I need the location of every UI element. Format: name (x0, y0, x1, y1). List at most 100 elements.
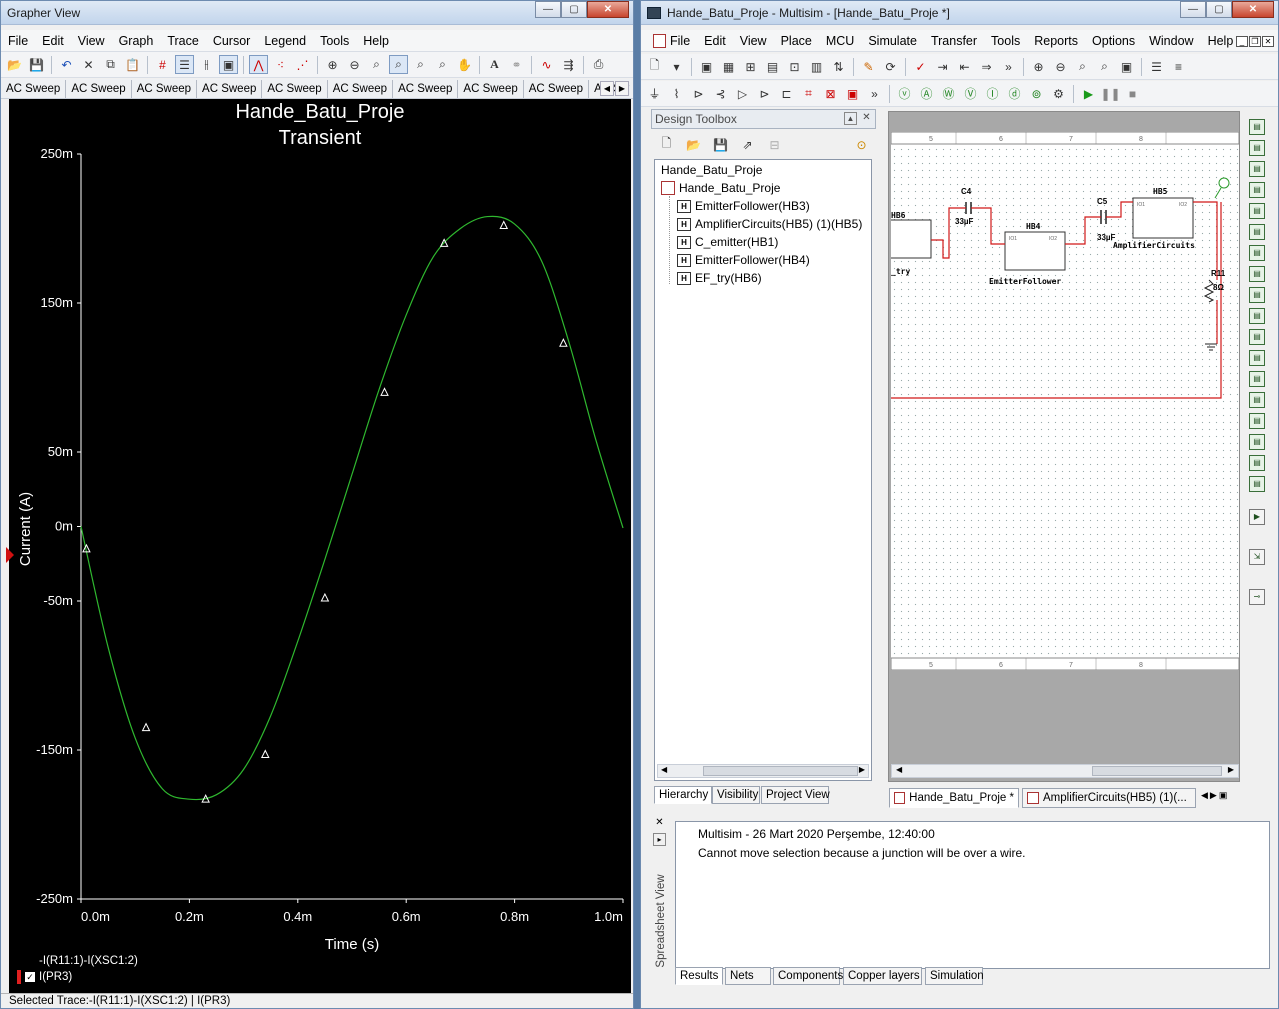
transistor-icon[interactable]: ⊰ (715, 86, 726, 101)
forward-icon[interactable]: ⇤ (959, 59, 970, 74)
spreadsheet-tab-nets[interactable]: Nets (725, 967, 771, 985)
wattmeter-icon[interactable]: ▤ (1249, 161, 1265, 177)
schematic-hscroll-thumb[interactable] (1092, 766, 1222, 776)
tektronix-oscilloscope-icon[interactable]: ▤ (1249, 476, 1265, 492)
iv-analyzer-icon[interactable]: ▤ (1249, 329, 1265, 345)
zoom-full-icon[interactable]: ⌕ (389, 55, 408, 74)
schematic-hscroll-right[interactable]: ▶ (1227, 765, 1234, 774)
backannotate-icon[interactable]: ⟳ (885, 59, 896, 74)
save-icon[interactable]: 💾 (29, 57, 44, 72)
menu-window[interactable]: Window (1149, 33, 1194, 48)
function-generator-icon[interactable]: ▤ (1249, 140, 1265, 156)
menu-icon[interactable]: ≡ (1174, 59, 1182, 74)
menu-simulate[interactable]: Simulate (868, 33, 917, 48)
agilent-generator-icon[interactable]: ▤ (1249, 413, 1265, 429)
mdi-minimize-button[interactable]: _ (1236, 36, 1248, 47)
menu-view[interactable]: View (739, 33, 767, 48)
toolbox-close-icon[interactable]: ✕ (862, 112, 871, 123)
trace-lines-icon[interactable]: ⋀ (249, 55, 268, 74)
zoom-out-icon[interactable]: ⊖ (349, 57, 360, 72)
toolbox-save-icon[interactable]: 💾 (713, 137, 728, 152)
oscilloscope-icon[interactable]: ▤ (1249, 182, 1265, 198)
tab-ac-sweep[interactable]: AC Sweep (524, 79, 590, 98)
multisim-zoom-sheet-icon[interactable]: ⌕ (1101, 59, 1108, 73)
pan-icon[interactable]: ✋ (457, 57, 472, 72)
resistor-icon[interactable]: ⌇ (673, 86, 680, 101)
hscroll-left-icon[interactable]: ◀ (661, 765, 668, 774)
analog-icon[interactable]: ▷ (737, 86, 748, 101)
bode-plotter-icon[interactable]: ▤ (1249, 224, 1265, 240)
zoom-in-icon[interactable]: ⊕ (327, 57, 338, 72)
legend-checkbox[interactable]: ✓ (25, 972, 35, 982)
menu-graph[interactable]: Graph (118, 33, 154, 48)
spreadsheet-tab-results[interactable]: Results (675, 967, 723, 985)
postprocessor-icon[interactable]: ▥ (810, 59, 823, 74)
multisim-minimize-button[interactable]: — (1180, 1, 1206, 18)
annotate-icon[interactable]: ✎ (863, 59, 874, 74)
frequency-counter-icon[interactable]: ▤ (1249, 245, 1265, 261)
menu-transfer[interactable]: Transfer (930, 33, 978, 48)
copy-icon[interactable]: ⧉ (106, 57, 115, 71)
toolbox-delete-icon[interactable]: ⊟ (769, 137, 780, 152)
text-icon[interactable]: A (490, 57, 499, 71)
document-tab[interactable]: AmplifierCircuits(HB5) (1)(... (1022, 788, 1196, 808)
mixed-icon[interactable]: ⌗ (805, 86, 812, 100)
components-overflow-icon[interactable]: » (871, 86, 878, 101)
tree-item[interactable]: H EmitterFollower(HB4) (677, 253, 810, 267)
component-wizard-icon[interactable]: ▤ (766, 59, 779, 74)
agilent-oscilloscope-icon[interactable]: ▤ (1249, 455, 1265, 471)
distortion-analyzer-icon[interactable]: ▤ (1249, 350, 1265, 366)
results-log[interactable]: Multisim - 26 Mart 2020 Perşembe, 12:40:… (675, 821, 1270, 969)
doc-tab-list-icon[interactable]: ▣ (1218, 790, 1228, 800)
toolbox-pin-icon[interactable]: ▲ (844, 112, 857, 125)
menu-options[interactable]: Options (1092, 33, 1136, 48)
trace-both-icon[interactable]: ⋰ (296, 57, 309, 72)
tab-ac-sweep[interactable]: AC Sweep (328, 79, 394, 98)
spreadsheet-close-icon[interactable]: ✕ (655, 817, 664, 828)
menu-tools[interactable]: Tools (991, 33, 1021, 48)
toolbox-export-icon[interactable]: ⇗ (742, 137, 753, 152)
menu-tools[interactable]: Tools (320, 33, 350, 48)
probe-ref-icon[interactable]: ⊚ (1031, 86, 1042, 101)
overlay-icon[interactable]: ∿ (541, 57, 552, 72)
transient-chart[interactable]: Hande_Batu_Proje Transient Current (A) T… (9, 99, 631, 994)
agilent-multimeter-icon[interactable]: ▤ (1249, 434, 1265, 450)
menu-file[interactable]: File (670, 33, 691, 48)
source-icon[interactable]: ⏚ (648, 87, 661, 101)
probe-vi-icon[interactable]: Ⓘ (986, 87, 999, 101)
minimize-button[interactable]: — (535, 1, 561, 18)
document-tab[interactable]: Hande_Batu_Proje * (889, 788, 1019, 808)
probe-digital-icon[interactable]: ⓓ (1008, 87, 1021, 101)
print-icon[interactable]: ⎙ (593, 57, 604, 71)
spectrum-analyzer-icon[interactable]: ▤ (1249, 371, 1265, 387)
export-icon-2[interactable]: ⇒ (981, 59, 992, 74)
mdi-restore-button[interactable]: ❐ (1249, 36, 1261, 47)
probe-power-icon[interactable]: Ⓦ (942, 87, 955, 101)
trace-points-icon[interactable]: ⁖ (276, 57, 285, 72)
cut-icon[interactable]: ✕ (83, 57, 94, 72)
measure-icon[interactable]: ⚭ (511, 57, 522, 72)
multisim-zoom-out-icon[interactable]: ⊖ (1055, 59, 1066, 74)
tab-ac-sweep[interactable]: AC Sweep (393, 79, 459, 98)
menu-place[interactable]: Place (780, 33, 812, 48)
new-icon[interactable]: 🗋 (649, 58, 660, 72)
plot-area[interactable]: Hande_Batu_Proje Transient Current (A) T… (9, 99, 631, 994)
diode-icon[interactable]: ⊳ (693, 86, 704, 101)
probe-voltage-icon[interactable]: ⓥ (898, 87, 911, 101)
toolbox-tab-hierarchy[interactable]: Hierarchy (654, 786, 712, 804)
mdi-close-button[interactable]: ✕ (1262, 36, 1274, 47)
multisim-maximize-button[interactable]: ▢ (1206, 1, 1232, 18)
maximize-button[interactable]: ▢ (561, 1, 587, 18)
tab-ac-sweep[interactable]: AC Sweep (66, 79, 132, 98)
export-icon[interactable]: ⇶ (563, 57, 574, 72)
zoom-y-icon[interactable]: ⌕ (439, 57, 446, 71)
multisim-zoom-in-icon[interactable]: ⊕ (1033, 59, 1044, 74)
zoom-area-icon[interactable]: ⌕ (373, 57, 380, 71)
grapher-titlebar[interactable]: Grapher View — ▢ ✕ (1, 1, 633, 25)
properties-icon[interactable]: ☰ (1151, 59, 1162, 74)
toolbox-toggle-icon[interactable]: ▣ (700, 59, 713, 74)
schematic-hscroll-left[interactable]: ◀ (896, 765, 903, 774)
erc-check-icon[interactable]: ✓ (915, 59, 926, 74)
tree-item[interactable]: H EF_try(HB6) (677, 271, 762, 285)
tree-item[interactable]: H C_emitter(HB1) (677, 235, 778, 249)
